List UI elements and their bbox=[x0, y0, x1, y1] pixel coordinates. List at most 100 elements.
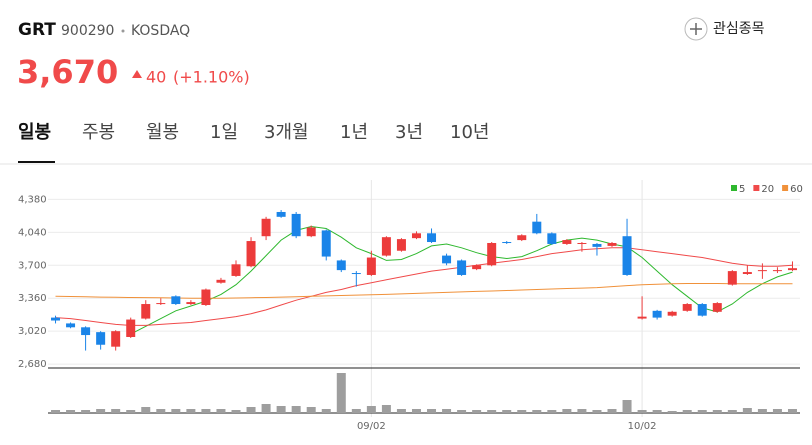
candle-body bbox=[396, 239, 406, 251]
candle-body bbox=[472, 265, 482, 270]
legend-swatch bbox=[753, 185, 760, 191]
volume-bar bbox=[772, 409, 782, 413]
volume-bar bbox=[111, 409, 121, 413]
volume-bar bbox=[276, 406, 286, 413]
candle-body bbox=[201, 289, 211, 306]
candle-body bbox=[81, 327, 91, 336]
candle-body bbox=[291, 213, 301, 237]
moving-average-line bbox=[130, 225, 793, 335]
volume-bar bbox=[291, 406, 301, 413]
volume-bar bbox=[742, 408, 752, 413]
candle-body bbox=[517, 235, 527, 241]
volume-bar bbox=[532, 410, 542, 413]
tab[interactable]: 1일 bbox=[210, 122, 238, 143]
x-tick-label: 09/02 bbox=[357, 421, 386, 432]
volume-bar bbox=[592, 410, 602, 413]
candle-body bbox=[742, 272, 752, 274]
legend-label: 5 bbox=[739, 184, 745, 195]
y-tick-label: 3,020 bbox=[18, 326, 47, 337]
candle-body bbox=[607, 242, 617, 246]
candle-body bbox=[667, 311, 677, 316]
candle-body bbox=[592, 243, 602, 247]
candle-body bbox=[231, 264, 241, 276]
volume-bar bbox=[517, 410, 527, 413]
tab[interactable]: 1년 bbox=[340, 122, 368, 143]
volume-bar bbox=[757, 409, 767, 413]
candle-body bbox=[457, 260, 467, 275]
volume-bar bbox=[171, 409, 181, 413]
volume-bar bbox=[96, 409, 106, 413]
legend-swatch bbox=[731, 185, 737, 191]
change-percent: (+1.10%) bbox=[173, 68, 250, 87]
candle-body bbox=[186, 302, 196, 305]
candle-body bbox=[697, 304, 707, 316]
volume-bar bbox=[381, 405, 391, 413]
volume-bar bbox=[442, 409, 452, 413]
volume-bar bbox=[427, 409, 437, 413]
volume-bar bbox=[186, 409, 196, 413]
volume-bar bbox=[261, 404, 271, 413]
candle-body bbox=[727, 271, 737, 285]
volume-bar bbox=[321, 409, 331, 413]
candle-body bbox=[366, 257, 376, 275]
candle-body bbox=[652, 310, 662, 318]
plus-sign bbox=[690, 23, 702, 35]
candle-body bbox=[246, 241, 256, 267]
change: 40 bbox=[146, 68, 166, 87]
volume-bar bbox=[502, 410, 512, 413]
volume-bar bbox=[66, 410, 76, 413]
volume-bar bbox=[141, 407, 151, 413]
candle-body bbox=[51, 317, 61, 321]
volume-bar bbox=[156, 409, 166, 413]
candle-body bbox=[351, 273, 361, 275]
volume-bar bbox=[216, 409, 226, 413]
volume-bar bbox=[622, 400, 632, 413]
volume-bar bbox=[366, 406, 376, 413]
candle-body bbox=[712, 303, 722, 312]
watch-button[interactable]: 관심종목 bbox=[684, 17, 765, 41]
volume-bar bbox=[697, 410, 707, 413]
candle-body bbox=[757, 270, 767, 272]
candle-body bbox=[66, 323, 76, 328]
x-tick-label: 10/02 bbox=[628, 421, 657, 432]
watch-label[interactable]: 관심종목 bbox=[713, 21, 765, 37]
candle-body bbox=[411, 233, 421, 239]
candle-body bbox=[306, 227, 316, 237]
volume-bar bbox=[607, 409, 617, 413]
legend-label: 60 bbox=[790, 184, 803, 195]
candle-body bbox=[532, 221, 542, 234]
candle-body bbox=[96, 332, 106, 345]
volume-bar bbox=[472, 410, 482, 413]
volume-bar bbox=[306, 407, 316, 413]
candle-body bbox=[682, 304, 692, 311]
y-tick-label: 3,360 bbox=[18, 293, 47, 304]
candle-body bbox=[216, 279, 226, 283]
volume-bar bbox=[487, 410, 497, 413]
tab[interactable]: 주봉 bbox=[82, 122, 115, 143]
volume-bar bbox=[126, 410, 136, 413]
candle-body bbox=[637, 316, 647, 319]
volume-bar bbox=[787, 409, 797, 413]
moving-average-line bbox=[55, 283, 793, 299]
candle-body bbox=[487, 242, 497, 266]
market: KOSDAQ bbox=[131, 23, 190, 39]
tab[interactable]: 3개월 bbox=[264, 122, 309, 143]
volume-bar bbox=[652, 410, 662, 413]
candle-body bbox=[336, 260, 346, 271]
tab[interactable]: 10년 bbox=[450, 122, 489, 143]
volume-bar bbox=[712, 410, 722, 413]
volume-bar bbox=[336, 373, 346, 413]
y-tick-label: 4,380 bbox=[18, 194, 47, 205]
legend-swatch bbox=[782, 185, 789, 191]
candle-body bbox=[622, 236, 632, 275]
candle-body bbox=[427, 233, 437, 243]
candle-body bbox=[381, 237, 391, 256]
tab[interactable]: 일봉 bbox=[18, 122, 51, 143]
y-tick-label: 4,040 bbox=[18, 227, 47, 238]
moving-average-line bbox=[55, 247, 793, 326]
volume-bar bbox=[246, 407, 256, 413]
candle-body bbox=[577, 242, 587, 244]
tab[interactable]: 월봉 bbox=[146, 122, 179, 143]
tab[interactable]: 3년 bbox=[395, 122, 423, 143]
stock-name: GRT bbox=[18, 20, 56, 40]
